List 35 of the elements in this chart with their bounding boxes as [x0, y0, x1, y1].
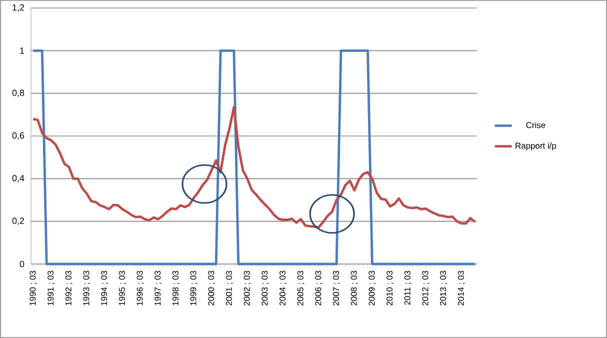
- x-tick-label: 2013 ; 03: [440, 270, 448, 306]
- y-tick-label: 0,2: [12, 218, 24, 226]
- x-tick-label: 2002 ; 03: [244, 270, 251, 306]
- x-tick-label: 2001 ; 03: [226, 270, 233, 306]
- y-tick-label: 1: [20, 48, 24, 54]
- x-tick-label: 2010 ; 03: [386, 270, 394, 306]
- y-tick-label: 1,2: [12, 4, 24, 12]
- x-tick-label: 2000 ; 03: [208, 270, 216, 306]
- x-tick-label: 1994 ; 03: [101, 270, 108, 306]
- x-tick-label: 2011 ; 03: [404, 270, 412, 305]
- legend-label: Rapport i/p: [516, 142, 556, 150]
- x-tick-label: 1990 ; 03: [30, 270, 37, 306]
- x-tick-label: 1991 ; 03: [48, 270, 55, 306]
- x-tick-label: 1993 ; 03: [83, 270, 90, 306]
- x-tick-label: 2014 ; 03: [458, 270, 465, 306]
- x-tick-label: 1996 ; 03: [136, 270, 144, 306]
- line-series: [32, 106, 476, 229]
- x-tick-label: 2005 ; 03: [297, 270, 304, 306]
- x-tick-label: 1997 ; 03: [154, 270, 162, 306]
- x-tick-label: 1992 ; 03: [65, 270, 72, 306]
- x-tick-label: 2012 ; 03: [422, 270, 430, 306]
- legend-label: Crise: [526, 122, 546, 128]
- x-tick-label: 2008 ; 03: [350, 270, 358, 306]
- x-tick-label: 2003 ; 03: [262, 270, 269, 306]
- y-tick-label: 0,4: [12, 174, 24, 182]
- x-tick-label: 1999 ; 03: [190, 270, 198, 306]
- x-tick-label: 1998 ; 03: [172, 270, 180, 306]
- x-tick-label: 2009 ; 03: [368, 270, 376, 306]
- y-tick-label: 0,6: [12, 132, 24, 140]
- x-tick-label: 2006 ; 03: [315, 270, 322, 306]
- x-tick-label: 2004 ; 03: [280, 270, 286, 306]
- y-tick-label: 0,8: [12, 90, 24, 98]
- y-tick-label: 0: [20, 260, 24, 268]
- x-tick-label: 1995 ; 03: [118, 270, 126, 306]
- x-tick-label: 2007 ; 03: [333, 270, 340, 306]
